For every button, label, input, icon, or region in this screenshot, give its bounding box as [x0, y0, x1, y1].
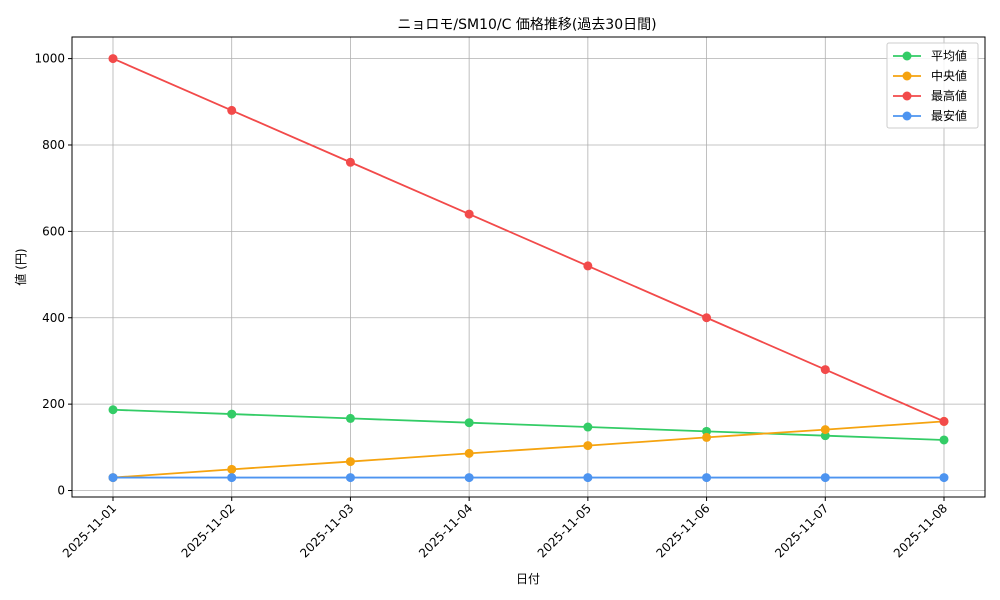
data-point: [702, 432, 712, 442]
data-point: [702, 473, 712, 483]
data-point: [939, 416, 949, 426]
data-point: [939, 435, 949, 445]
legend-item: 中央値: [893, 68, 967, 83]
x-tick-label: 2025-11-02: [179, 501, 238, 560]
data-point: [820, 425, 830, 435]
data-point: [345, 473, 355, 483]
data-point: [702, 313, 712, 323]
series-3: [108, 54, 949, 426]
legend-label: 最安値: [931, 108, 967, 123]
data-point: [583, 422, 593, 432]
axis-ticks: 0 200 400 600 800 1000 2025-11-01 2025-11-02 202…: [34, 52, 950, 561]
x-tick-label: 2025-11-06: [653, 501, 712, 560]
data-point: [464, 448, 474, 458]
plot-frame: [71, 36, 986, 498]
data-point: [939, 473, 949, 483]
x-axis-label: 日付: [516, 572, 540, 586]
legend-item: 平均値: [893, 48, 967, 63]
legend-item: 最安値: [893, 108, 967, 123]
data-point: [820, 473, 830, 483]
legend-label: 最高値: [931, 88, 967, 103]
data-point: [583, 473, 593, 483]
x-tick-label: 2025-11-04: [416, 501, 475, 560]
series-2: [108, 416, 949, 483]
x-tick-label: 2025-11-05: [535, 501, 594, 560]
series-line: [112, 57, 945, 423]
series-line: [112, 420, 945, 479]
data-point: [108, 473, 118, 483]
y-tick-label: 200: [42, 397, 65, 411]
y-tick-label: 800: [42, 138, 65, 152]
legend-label: 中央値: [931, 68, 967, 83]
legend-marker: [902, 111, 912, 121]
x-tick-label: 2025-11-01: [60, 501, 119, 560]
data-point: [227, 105, 237, 115]
data-point: [820, 365, 830, 375]
data-point: [345, 157, 355, 167]
data-point: [583, 261, 593, 271]
data-point: [345, 457, 355, 467]
series-line: [112, 408, 945, 441]
legend-marker: [902, 51, 912, 61]
x-tick-label: 2025-11-07: [772, 501, 831, 560]
data-point: [464, 209, 474, 219]
data-point: [227, 473, 237, 483]
legend-item: 最高値: [893, 88, 967, 103]
x-tick-label: 2025-11-08: [891, 501, 950, 560]
data-point: [583, 441, 593, 451]
legend-label: 平均値: [931, 48, 967, 63]
legend-marker: [902, 71, 912, 81]
y-tick-label: 600: [42, 224, 65, 238]
data-point: [464, 473, 474, 483]
x-tick-label: 2025-11-03: [297, 501, 356, 560]
chart-title: ニョロモ/SM10/C 価格推移(過去30日間): [397, 17, 656, 33]
y-tick-label: 400: [42, 311, 65, 325]
legend-box: [886, 42, 979, 129]
series-1: [108, 405, 949, 445]
data-point: [108, 54, 118, 64]
legend-marker: [902, 91, 912, 101]
data-point: [227, 409, 237, 419]
data-point: [227, 464, 237, 474]
data-point: [108, 405, 118, 415]
y-tick-label: 1000: [34, 52, 65, 66]
data-point: [345, 413, 355, 423]
y-axis-label: 値 (円): [13, 248, 28, 285]
data-point: [464, 418, 474, 428]
series-lines: [108, 54, 949, 483]
y-tick-label: 0: [57, 484, 65, 498]
series-4: [108, 473, 949, 483]
